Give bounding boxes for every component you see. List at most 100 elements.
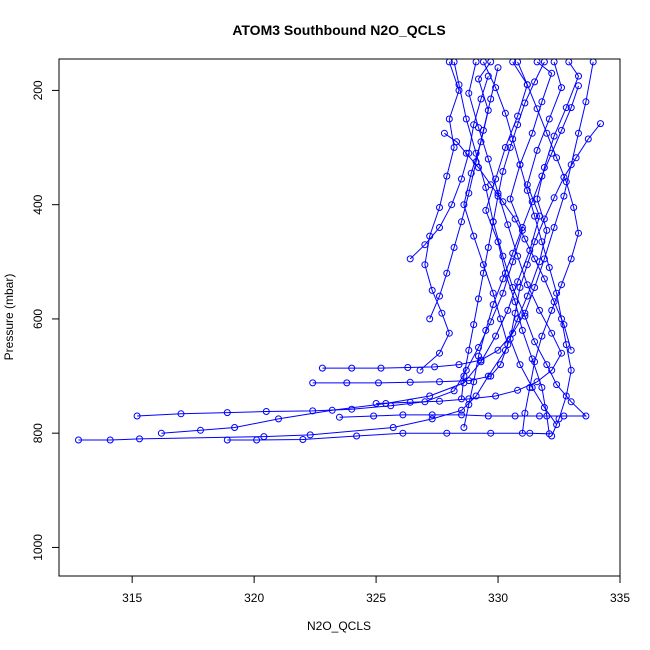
- data-point: [531, 255, 539, 263]
- data-point: [536, 412, 543, 420]
- data-point: [482, 326, 490, 334]
- data-point: [406, 255, 414, 263]
- data-point: [497, 315, 504, 323]
- data-point: [426, 315, 434, 323]
- data-point: [504, 221, 512, 229]
- data-point: [445, 329, 453, 337]
- series-line: [161, 61, 563, 434]
- data-point: [445, 115, 453, 123]
- chart-title: ATOM3 Southbound N2O_QCLS: [232, 22, 445, 38]
- data-point: [472, 149, 480, 157]
- data-point: [450, 387, 458, 395]
- data-point: [306, 431, 314, 439]
- data-point: [497, 361, 504, 369]
- data-point: [406, 398, 414, 406]
- series-line: [461, 61, 545, 399]
- data-point: [431, 363, 439, 371]
- data-point: [470, 321, 478, 329]
- data-point: [499, 275, 507, 283]
- data-point: [567, 346, 575, 354]
- data-point: [465, 377, 473, 385]
- series-5: [309, 58, 512, 387]
- data-point: [582, 412, 590, 420]
- data-point: [479, 261, 487, 269]
- data-point: [223, 436, 231, 444]
- data-point: [487, 318, 495, 326]
- series-17: [479, 58, 575, 440]
- data-point: [406, 378, 414, 386]
- data-point: [440, 129, 448, 137]
- data-point: [443, 429, 451, 437]
- data-point: [492, 392, 500, 400]
- data-point: [436, 204, 443, 211]
- data-point: [514, 278, 522, 286]
- data-point: [470, 232, 478, 240]
- data-point: [231, 424, 239, 431]
- data-point: [501, 144, 509, 151]
- data-point: [538, 172, 546, 180]
- data-point: [531, 212, 539, 220]
- data-point: [450, 244, 458, 251]
- series-16: [514, 58, 582, 437]
- data-point: [494, 192, 502, 200]
- data-point: [575, 72, 582, 80]
- data-point: [518, 224, 526, 231]
- data-point: [545, 115, 553, 123]
- series-line: [312, 61, 509, 384]
- data-point: [348, 405, 356, 413]
- data-point: [536, 306, 543, 314]
- data-point: [506, 144, 514, 151]
- data-point: [484, 244, 492, 251]
- data-point: [558, 281, 565, 289]
- data-point: [511, 298, 519, 306]
- data-point: [538, 238, 546, 246]
- data-point: [521, 99, 529, 107]
- data-point: [531, 358, 539, 366]
- data-point: [550, 224, 558, 231]
- data-point: [540, 404, 548, 411]
- x-tick-label: 335: [610, 591, 630, 605]
- data-point: [470, 378, 478, 386]
- data-point: [389, 424, 397, 431]
- data-point: [560, 321, 568, 329]
- data-point: [555, 415, 563, 423]
- data-point: [523, 292, 531, 300]
- data-point: [567, 255, 575, 263]
- series-line: [444, 132, 572, 351]
- data-point: [462, 366, 470, 374]
- data-point: [494, 64, 502, 72]
- data-point: [567, 398, 575, 406]
- x-tick-label: 330: [488, 591, 508, 605]
- data-point: [375, 379, 382, 387]
- data-point: [567, 366, 575, 374]
- data-point: [533, 378, 541, 386]
- data-point: [523, 281, 531, 289]
- data-point: [509, 329, 517, 337]
- data-point: [275, 415, 282, 423]
- data-point: [479, 126, 487, 134]
- data-point: [553, 381, 561, 389]
- data-point: [477, 95, 485, 103]
- series-line: [482, 61, 572, 437]
- data-point: [487, 181, 495, 189]
- data-point: [458, 411, 465, 419]
- data-point: [516, 161, 524, 169]
- data-point: [518, 326, 526, 334]
- data-point: [318, 364, 326, 372]
- data-point: [465, 89, 473, 97]
- data-point: [465, 346, 473, 354]
- data-point: [531, 238, 539, 246]
- data-point: [399, 411, 407, 419]
- data-point: [553, 289, 561, 297]
- data-point: [309, 379, 317, 387]
- data-point: [501, 109, 509, 117]
- data-point: [177, 410, 185, 418]
- data-point: [511, 412, 519, 420]
- data-point: [328, 406, 336, 414]
- data-point: [448, 201, 456, 209]
- data-point: [521, 409, 529, 417]
- x-tick-label: 315: [122, 591, 142, 605]
- data-point: [253, 436, 261, 444]
- data-point: [531, 338, 539, 346]
